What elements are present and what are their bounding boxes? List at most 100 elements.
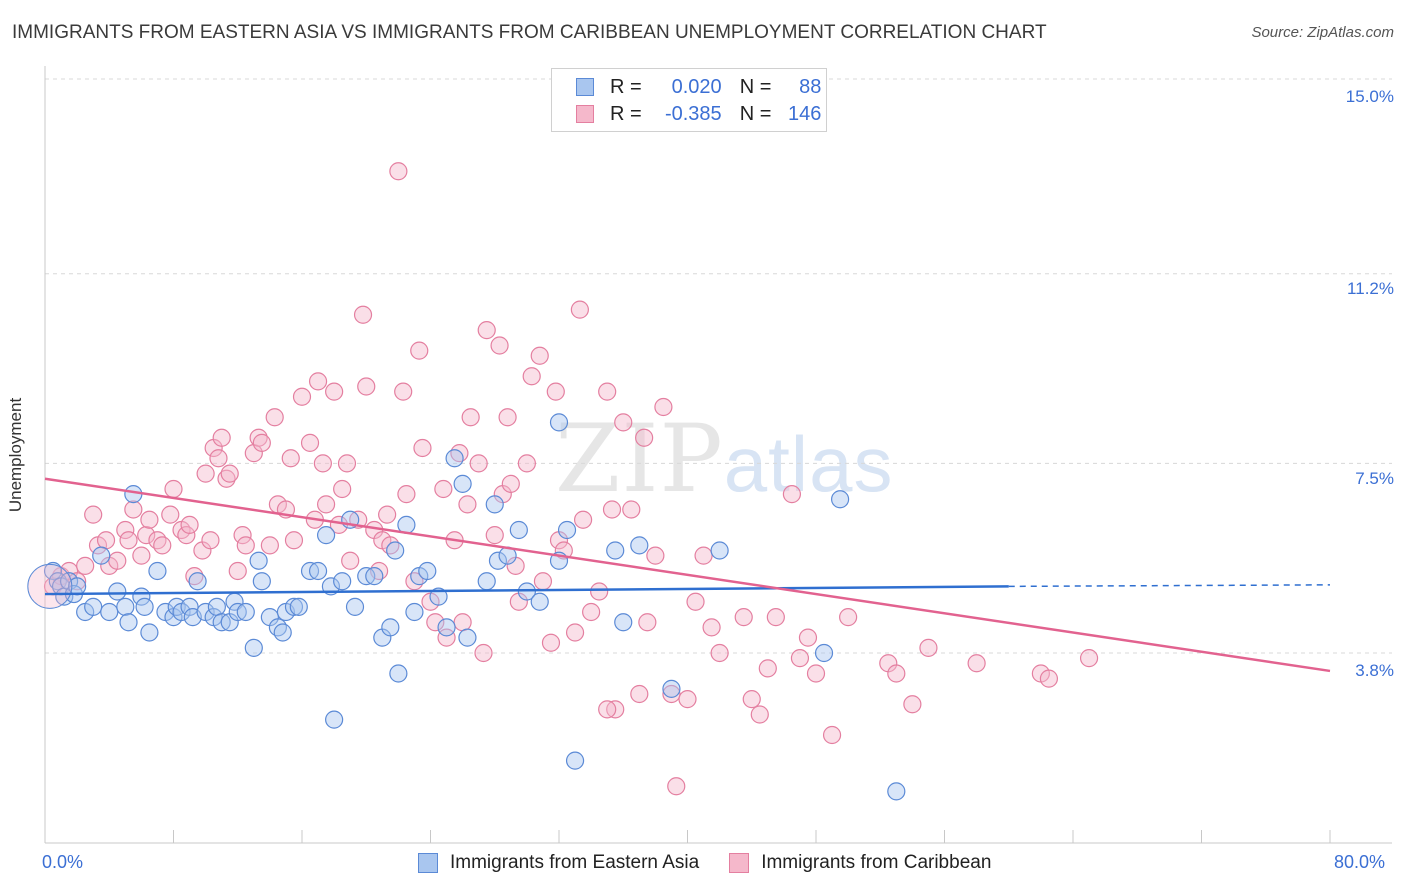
grid: [45, 78, 1392, 654]
data-point: [437, 628, 456, 647]
data-point: [606, 541, 625, 560]
data-point: [549, 413, 569, 432]
data-point: [533, 572, 553, 591]
data-point: [814, 643, 834, 663]
data-point: [485, 526, 504, 545]
data-point: [474, 643, 493, 663]
chart-title: IMMIGRANTS FROM EASTERN ASIA VS IMMIGRAN…: [12, 22, 1047, 43]
data-point: [1079, 649, 1099, 668]
data-point: [180, 597, 199, 616]
trend-lines: [44, 477, 1331, 673]
data-point: [590, 582, 609, 601]
data-point: [903, 695, 922, 714]
data-point: [353, 305, 373, 324]
data-point: [116, 520, 135, 540]
legend-r-value: 0.020: [671, 75, 722, 98]
data-point: [750, 705, 769, 724]
data-point: [887, 664, 906, 683]
data-point: [84, 505, 103, 524]
data-point: [236, 536, 255, 555]
data-point: [43, 561, 63, 581]
data-point: [228, 561, 247, 581]
data-point: [758, 659, 777, 678]
legend-n-value: 88: [799, 75, 822, 98]
y-tick-label: 7.5%: [1355, 469, 1394, 488]
data-point: [316, 526, 336, 545]
data-point: [381, 536, 400, 555]
data-point: [265, 408, 284, 427]
data-point: [284, 597, 304, 616]
data-point: [148, 561, 167, 581]
data-point: [667, 777, 686, 796]
data-point: [140, 623, 159, 642]
data-point: [530, 592, 549, 611]
data-point: [76, 556, 95, 575]
data-point: [461, 408, 480, 427]
legend-swatch-blue: [576, 78, 594, 96]
data-point: [316, 495, 336, 514]
data-point: [662, 684, 681, 704]
data-point: [630, 684, 649, 704]
data-point: [413, 438, 432, 458]
data-point: [565, 751, 585, 770]
data-point: [308, 372, 328, 391]
data-point: [233, 526, 252, 545]
data-point: [397, 485, 416, 504]
data-point: [686, 592, 705, 611]
data-point: [137, 526, 156, 545]
data-point: [614, 613, 633, 632]
data-point: [546, 382, 565, 401]
data-point: [201, 531, 220, 550]
data-point: [389, 664, 408, 683]
legend-swatch-pink: [576, 105, 594, 123]
legend-n-label: N =: [739, 75, 772, 98]
data-point: [357, 377, 376, 396]
legend-n-label: N =: [739, 102, 772, 125]
data-point: [119, 531, 138, 550]
data-point: [177, 526, 196, 545]
data-point: [249, 428, 268, 447]
data-point: [570, 300, 589, 319]
data-point: [1039, 669, 1059, 688]
data-point: [509, 520, 528, 540]
data-point: [622, 500, 641, 519]
data-point: [598, 382, 617, 401]
data-point: [798, 628, 818, 647]
data-point: [453, 474, 472, 493]
data-point: [92, 546, 111, 565]
data-point: [119, 613, 138, 632]
watermark-atlas: atlas: [723, 420, 894, 508]
data-point: [742, 690, 761, 709]
data-point: [445, 449, 464, 468]
data-point: [806, 664, 826, 683]
data-point: [161, 505, 180, 524]
data-point: [300, 433, 320, 452]
data-point: [710, 643, 729, 663]
data-point: [124, 500, 143, 519]
data-point: [325, 382, 344, 401]
data-point: [635, 428, 654, 447]
legend-r-label: R =: [610, 75, 642, 98]
data-point: [646, 546, 665, 565]
data-point: [96, 531, 116, 550]
data-point: [734, 608, 753, 627]
data-point: [84, 597, 103, 616]
data-point: [614, 413, 633, 432]
data-point: [410, 341, 429, 360]
data-point: [710, 541, 729, 560]
series-swatch-blue: [418, 853, 438, 873]
data-point: [167, 597, 186, 616]
data-point: [185, 567, 204, 586]
data-point: [602, 500, 622, 519]
caribbean-points: [43, 162, 1099, 796]
data-point: [188, 572, 207, 591]
data-point: [630, 536, 649, 555]
data-point: [517, 454, 536, 473]
data-point: [967, 654, 986, 673]
data-point: [100, 602, 119, 622]
data-point: [389, 162, 408, 181]
data-point: [434, 479, 453, 499]
trend-line-eastern-asia: [44, 585, 1009, 596]
data-point: [337, 454, 357, 473]
